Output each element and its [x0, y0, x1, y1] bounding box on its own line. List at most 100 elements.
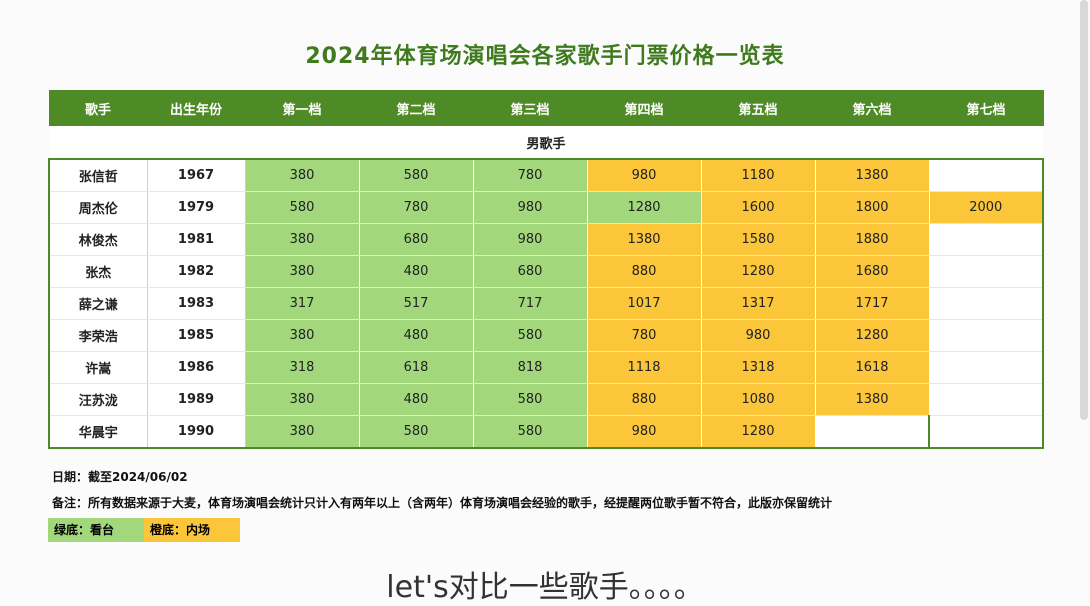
- header-cell: 歌手: [48, 90, 148, 126]
- price-cell: [929, 351, 1044, 384]
- header-cell: 第三档: [472, 90, 588, 126]
- birth-year: 1982: [147, 255, 246, 288]
- price-cell: 1280: [701, 255, 816, 288]
- price-cell: 880: [587, 255, 702, 288]
- price-cell: 1880: [815, 223, 930, 256]
- legend-green: 绿底：看台: [48, 518, 144, 542]
- price-cell: 1580: [701, 223, 816, 256]
- price-cell: [929, 319, 1044, 352]
- birth-year: 1979: [147, 191, 246, 224]
- price-cell: 517: [359, 287, 474, 320]
- price-cell: 1380: [815, 383, 930, 416]
- price-cell: 318: [245, 351, 360, 384]
- notes: 日期：截至2024/06/02 备注：所有数据来源于大麦，体育场演唱会统计只计入…: [52, 468, 832, 520]
- singer-name: 薛之谦: [48, 287, 148, 320]
- price-cell: 980: [587, 415, 702, 449]
- header-cell: 第四档: [586, 90, 702, 126]
- table-title: 2024年体育场演唱会各家歌手门票价格一览表: [305, 44, 785, 69]
- price-cell: 680: [359, 223, 474, 256]
- singer-name: 汪苏泷: [48, 383, 148, 416]
- caption: let's对比一些歌手。。。。: [386, 570, 704, 605]
- price-cell: [815, 415, 930, 449]
- remark-note: 备注：所有数据来源于大麦，体育场演唱会统计只计入有两年以上（含两年）体育场演唱会…: [52, 496, 833, 510]
- price-cell: 1680: [815, 255, 930, 288]
- price-cell: 1280: [701, 415, 816, 449]
- singer-name: 周杰伦: [48, 191, 148, 224]
- table-row: 张杰 1982 380 480 680 880 1280 1680: [48, 255, 1044, 288]
- price-cell: 618: [359, 351, 474, 384]
- header-cell: 第五档: [700, 90, 816, 126]
- price-cell: 1080: [701, 383, 816, 416]
- price-cell: 580: [473, 319, 588, 352]
- date-note: 日期：截至2024/06/02: [52, 470, 188, 484]
- birth-year: 1989: [147, 383, 246, 416]
- section-row: 男歌手: [49, 125, 1043, 159]
- price-cell: [929, 415, 1044, 449]
- price-cell: 380: [245, 319, 360, 352]
- price-cell: 780: [473, 158, 588, 192]
- singer-name: 张杰: [48, 255, 148, 288]
- price-cell: 1380: [815, 158, 930, 192]
- birth-year: 1985: [147, 319, 246, 352]
- section-label: 男歌手: [49, 125, 1043, 159]
- legend: 绿底：看台 橙底：内场: [48, 518, 240, 542]
- birth-year: 1967: [147, 158, 246, 192]
- price-cell: 1280: [587, 191, 702, 224]
- price-cell: 380: [245, 415, 360, 449]
- price-cell: 980: [701, 319, 816, 352]
- price-cell: 1600: [701, 191, 816, 224]
- header-cell: 第七档: [928, 90, 1044, 126]
- birth-year: 1981: [147, 223, 246, 256]
- legend-orange: 橙底：内场: [144, 518, 240, 542]
- singer-name: 李荣浩: [48, 319, 148, 352]
- price-cell: 580: [359, 415, 474, 449]
- table-row: 薛之谦 1983 317 517 717 1017 1317 1717: [48, 287, 1044, 320]
- price-cell: 580: [359, 158, 474, 192]
- price-cell: 680: [473, 255, 588, 288]
- price-cell: [929, 383, 1044, 416]
- table-row: 张信哲 1967 380 580 780 980 1180 1380: [48, 158, 1044, 192]
- header-row: 歌手 出生年份 第一档 第二档 第三档 第四档 第五档 第六档 第七档: [48, 90, 1044, 126]
- price-cell: 1280: [815, 319, 930, 352]
- price-cell: 717: [473, 287, 588, 320]
- price-cell: 1717: [815, 287, 930, 320]
- price-cell: 317: [245, 287, 360, 320]
- price-cell: 380: [245, 383, 360, 416]
- price-cell: 480: [359, 255, 474, 288]
- price-cell: 1118: [587, 351, 702, 384]
- price-cell: [929, 255, 1044, 288]
- price-table: 歌手 出生年份 第一档 第二档 第三档 第四档 第五档 第六档 第七档 男歌手 张信哲 1967 3…: [48, 90, 1044, 449]
- price-cell: 780: [359, 191, 474, 224]
- scrollbar[interactable]: [1080, 0, 1088, 420]
- price-cell: 780: [587, 319, 702, 352]
- price-cell: 1317: [701, 287, 816, 320]
- price-cell: 2000: [929, 191, 1044, 224]
- birth-year: 1983: [147, 287, 246, 320]
- table-row: 汪苏泷 1989 380 480 580 880 1080 1380: [48, 383, 1044, 416]
- price-cell: 980: [473, 191, 588, 224]
- price-cell: 1380: [587, 223, 702, 256]
- singer-name: 林俊杰: [48, 223, 148, 256]
- price-cell: [929, 158, 1044, 192]
- price-cell: 380: [245, 255, 360, 288]
- price-cell: 1180: [701, 158, 816, 192]
- table-row: 李荣浩 1985 380 480 580 780 980 1280: [48, 319, 1044, 352]
- price-cell: [929, 223, 1044, 256]
- birth-year: 1986: [147, 351, 246, 384]
- table-row: 华晨宇 1990 380 580 580 980 1280: [48, 415, 1044, 449]
- price-cell: 980: [473, 223, 588, 256]
- table-row: 周杰伦 1979 580 780 980 1280 1600 1800 2000: [48, 191, 1044, 224]
- price-cell: 380: [245, 223, 360, 256]
- singer-name: 张信哲: [48, 158, 148, 192]
- price-cell: 380: [245, 158, 360, 192]
- price-cell: 1318: [701, 351, 816, 384]
- table-row: 林俊杰 1981 380 680 980 1380 1580 1880: [48, 223, 1044, 256]
- singer-name: 许嵩: [48, 351, 148, 384]
- price-cell: 1017: [587, 287, 702, 320]
- price-cell: 480: [359, 319, 474, 352]
- header-cell: 第一档: [244, 90, 360, 126]
- header-cell: 第二档: [358, 90, 474, 126]
- price-cell: 818: [473, 351, 588, 384]
- price-cell: 880: [587, 383, 702, 416]
- singer-name: 华晨宇: [48, 415, 148, 449]
